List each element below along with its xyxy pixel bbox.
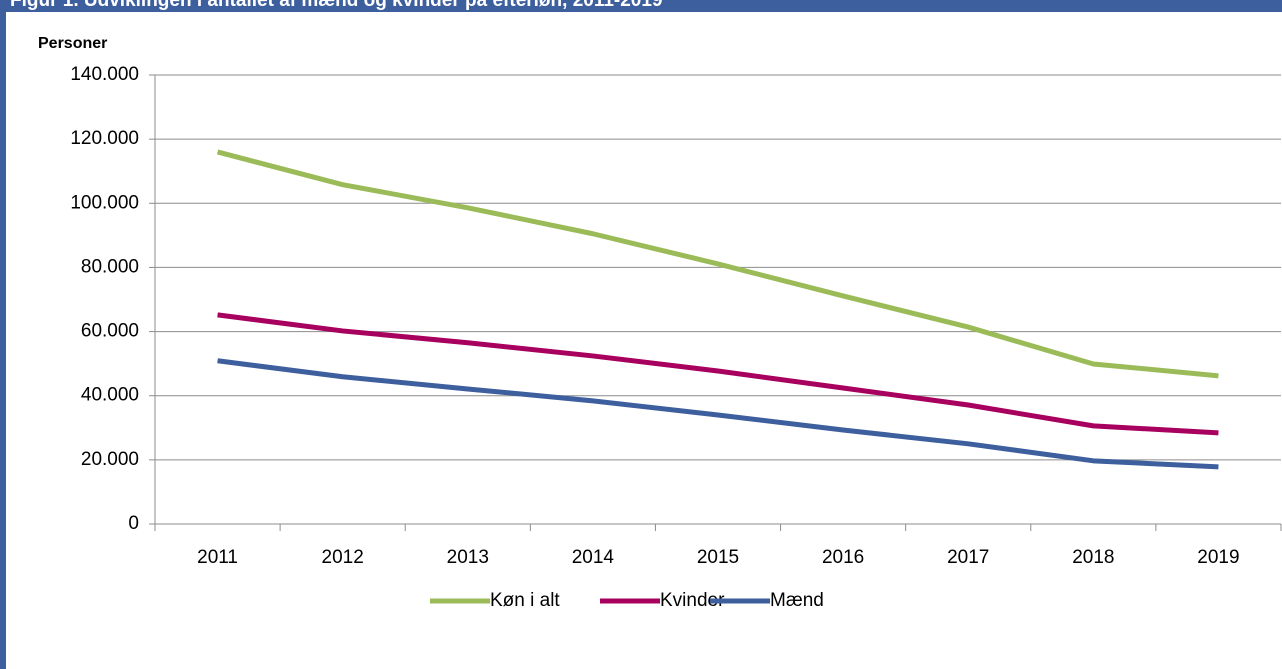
left-border (0, 0, 6, 669)
x-tick-label: 2017 (947, 547, 989, 568)
y-tick-label: 80.000 (81, 256, 139, 277)
legend-label: Kvinder (660, 590, 725, 611)
x-tick-label: 2014 (572, 547, 615, 568)
x-tick-label: 2019 (1197, 547, 1239, 568)
y-axis-label: Personer (38, 35, 107, 52)
y-tick-label: 100.000 (70, 192, 139, 213)
x-tick-label: 2018 (1072, 547, 1114, 568)
series-line (216, 149, 1219, 379)
chart-title: Figur 1. Udviklingen i antallet af mænd … (10, 0, 663, 11)
legend-label: Mænd (770, 590, 824, 611)
x-tick-label: 2011 (197, 547, 238, 568)
y-tick-label: 0 (128, 513, 139, 534)
series-line (217, 312, 1219, 436)
series-line (217, 358, 1219, 470)
x-tick-label: 2016 (822, 547, 864, 568)
y-tick-label: 40.000 (81, 385, 139, 406)
x-tick-label: 2013 (447, 547, 489, 568)
x-tick-label: 2015 (697, 547, 739, 568)
legend-label: Køn i alt (490, 590, 560, 611)
title-bar (0, 0, 1282, 12)
x-tick-label: 2012 (322, 547, 364, 568)
y-tick-label: 120.000 (70, 128, 139, 149)
y-tick-label: 140.000 (70, 64, 139, 85)
y-tick-label: 60.000 (81, 321, 139, 342)
y-tick-label: 20.000 (81, 449, 139, 470)
